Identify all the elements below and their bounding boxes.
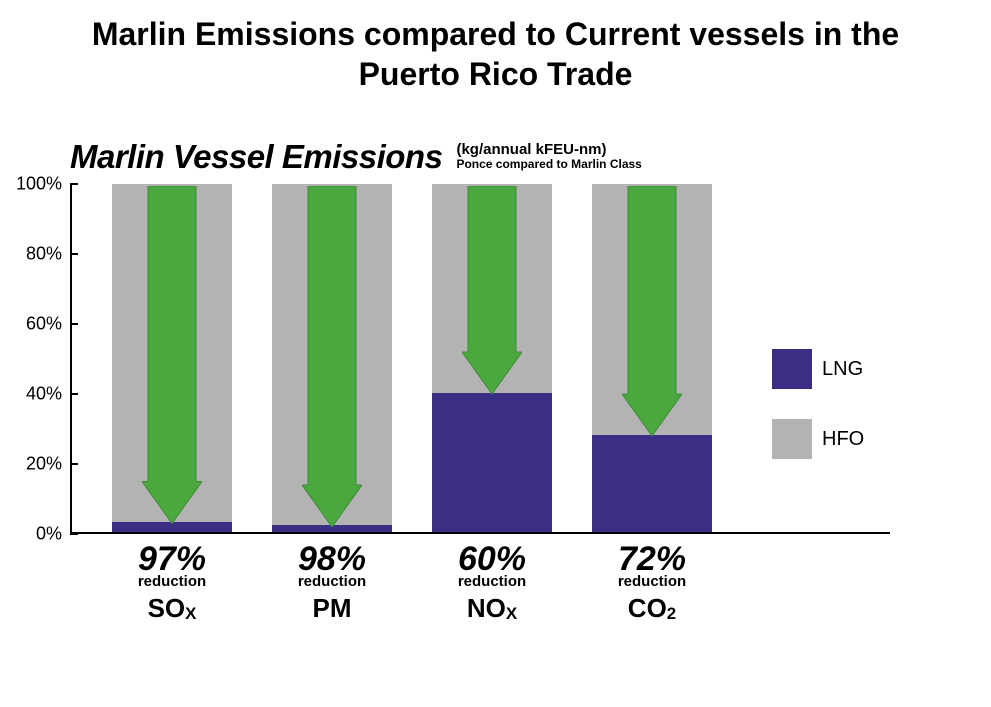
- y-axis-tick: [70, 393, 78, 395]
- bar-slot: [112, 184, 232, 532]
- y-axis-label: 100%: [12, 174, 62, 195]
- y-axis-tick: [70, 323, 78, 325]
- chart-plot-area: 97%reductionSOX98%reductionPM60%reductio…: [70, 184, 890, 534]
- y-axis-label: 60%: [12, 314, 62, 335]
- chart-subtitle-line1: (kg/annual kFEU-nm): [456, 141, 641, 158]
- bar-hfo: [272, 184, 392, 532]
- category-name: PM: [272, 595, 392, 621]
- bar-lng: [592, 435, 712, 532]
- bar-lng: [432, 393, 552, 532]
- chart-subtitle-line2: Ponce compared to Marlin Class: [456, 158, 641, 172]
- legend: LNG HFO: [772, 349, 864, 459]
- bar-slot: [272, 184, 392, 532]
- reduction-word: reduction: [592, 574, 712, 589]
- category-label: 98%reduction PM: [272, 542, 392, 621]
- reduction-percent: 97%: [112, 542, 232, 576]
- reduction-word: reduction: [432, 574, 552, 589]
- y-axis-tick: [70, 533, 78, 535]
- chart-title: Marlin Vessel Emissions: [70, 138, 442, 176]
- bar-slot: [432, 184, 552, 532]
- category-name: CO2: [592, 595, 712, 621]
- legend-item: LNG: [772, 349, 864, 389]
- bars-group: [72, 184, 890, 532]
- category-label: 60%reduction NOX: [432, 542, 552, 621]
- reduction-percent: 60%: [432, 542, 552, 576]
- chart-container: Marlin Vessel Emissions (kg/annual kFEU-…: [70, 138, 940, 534]
- y-axis-tick: [70, 463, 78, 465]
- bar-slot: [592, 184, 712, 532]
- category-labels: 97%reductionSOX98%reductionPM60%reductio…: [112, 542, 712, 621]
- y-axis-tick: [70, 253, 78, 255]
- reduction-percent: 72%: [592, 542, 712, 576]
- legend-swatch: [772, 419, 812, 459]
- page-title-line2: Puerto Rico Trade: [359, 56, 633, 92]
- reduction-word: reduction: [272, 574, 392, 589]
- y-axis-label: 80%: [12, 244, 62, 265]
- bar-lng: [112, 522, 232, 532]
- category-name: SOX: [112, 595, 232, 621]
- chart-header: Marlin Vessel Emissions (kg/annual kFEU-…: [70, 138, 940, 176]
- y-axis-tick: [70, 183, 78, 185]
- category-name: NOX: [432, 595, 552, 621]
- y-axis-label: 40%: [12, 384, 62, 405]
- reduction-percent: 98%: [272, 542, 392, 576]
- bar-lng: [272, 525, 392, 532]
- y-axis-label: 20%: [12, 454, 62, 475]
- page-title-line1: Marlin Emissions compared to Current ves…: [92, 16, 899, 52]
- category-label: 97%reduction SOX: [112, 542, 232, 621]
- legend-label: LNG: [822, 358, 863, 381]
- category-label: 72%reduction CO2: [592, 542, 712, 621]
- legend-item: HFO: [772, 419, 864, 459]
- page-title: Marlin Emissions compared to Current ves…: [0, 0, 991, 94]
- bar-hfo: [112, 184, 232, 532]
- legend-swatch: [772, 349, 812, 389]
- chart-subtitle: (kg/annual kFEU-nm) Ponce compared to Ma…: [456, 141, 641, 176]
- y-axis-label: 0%: [12, 524, 62, 545]
- legend-label: HFO: [822, 428, 864, 451]
- reduction-word: reduction: [112, 574, 232, 589]
